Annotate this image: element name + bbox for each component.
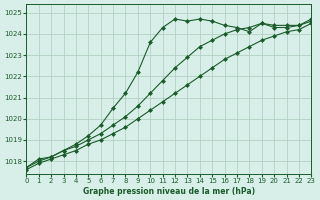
X-axis label: Graphe pression niveau de la mer (hPa): Graphe pression niveau de la mer (hPa) bbox=[83, 187, 255, 196]
